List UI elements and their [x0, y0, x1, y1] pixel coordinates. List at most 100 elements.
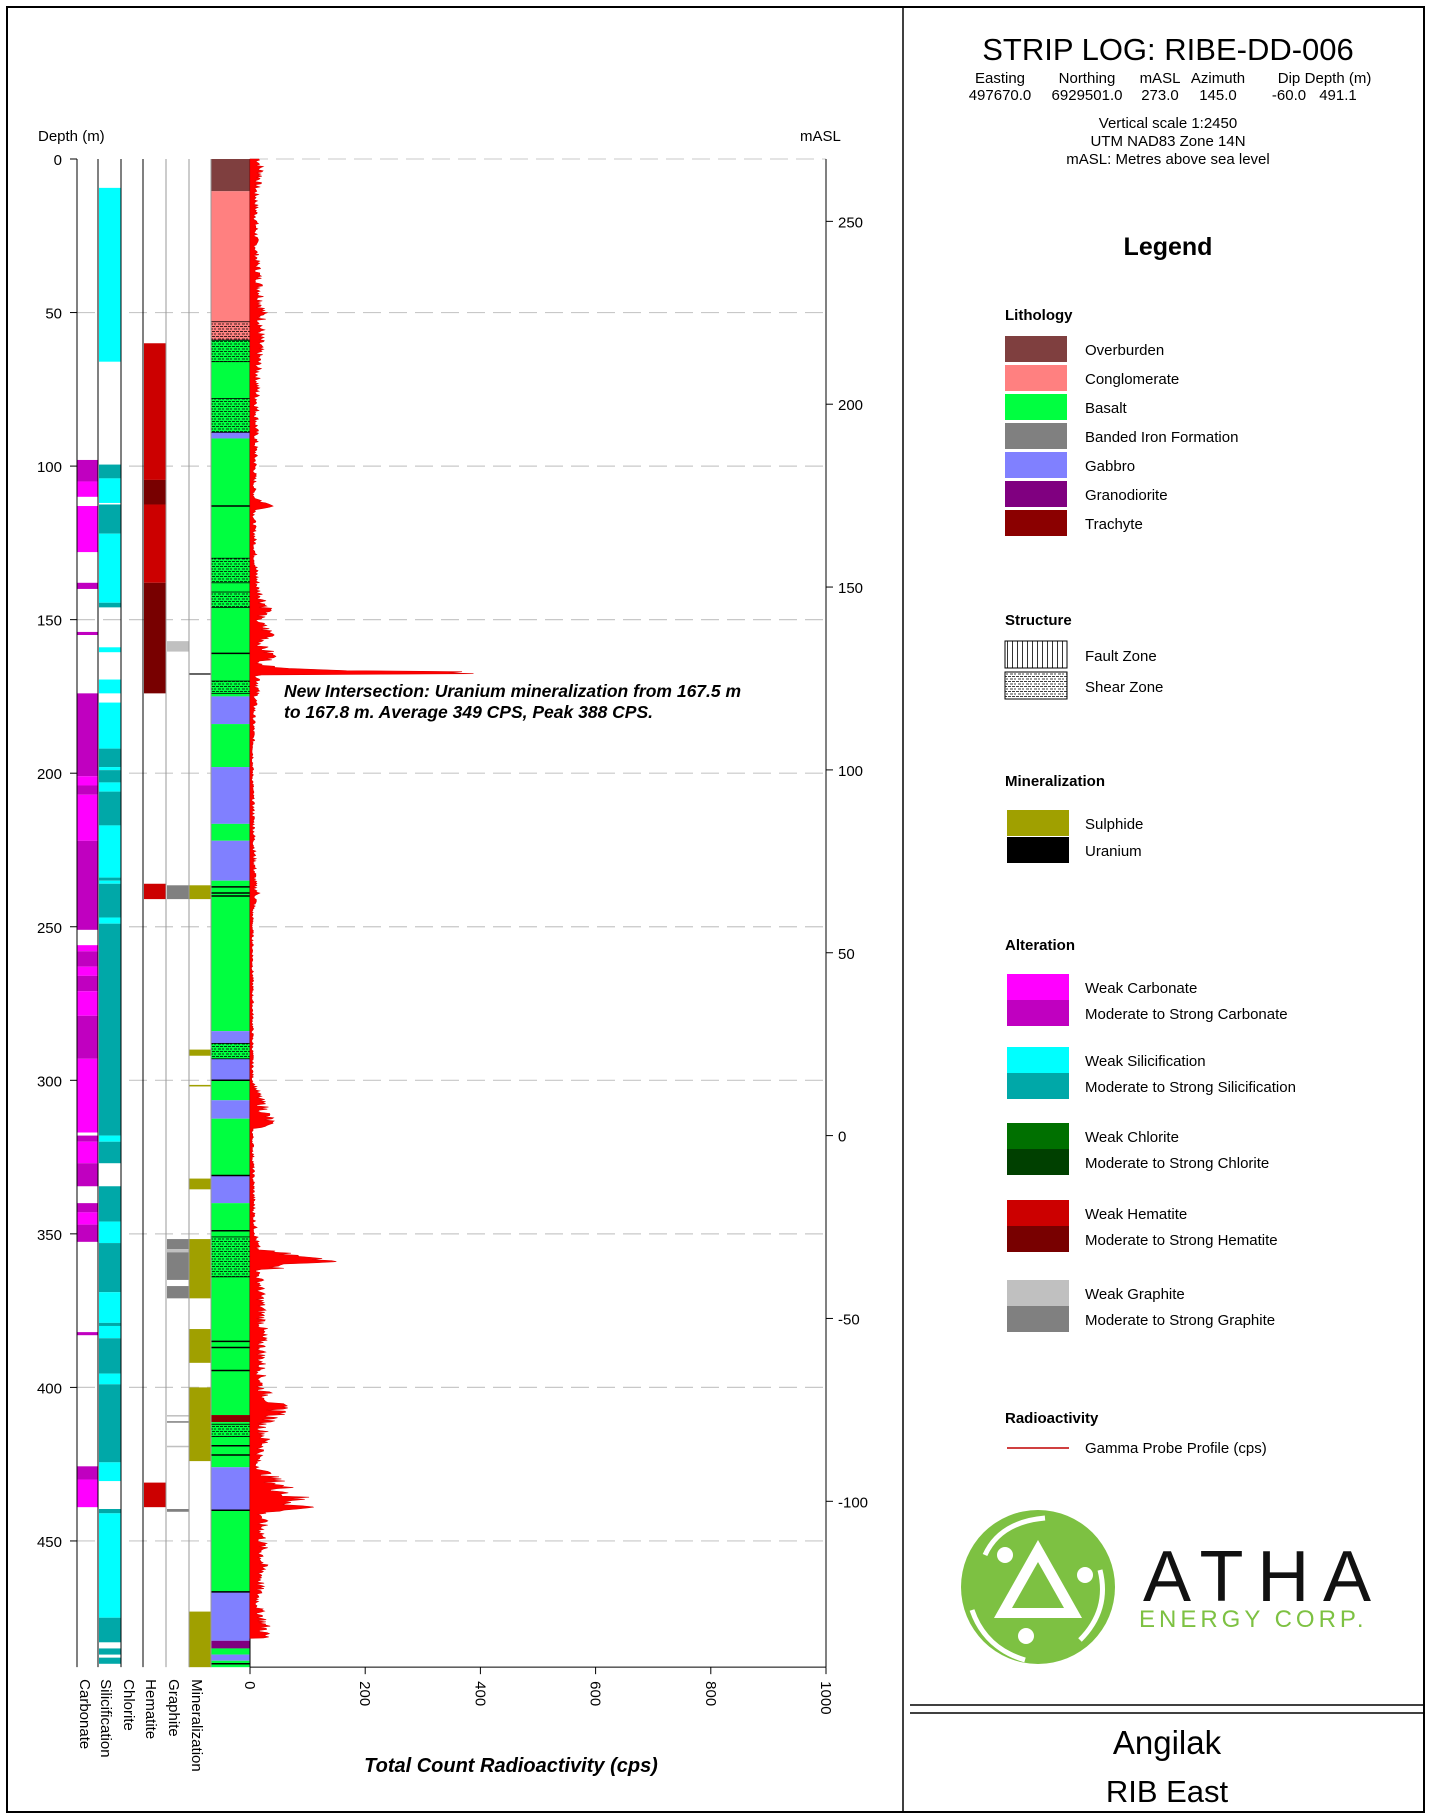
- note-datum: UTM NAD83 Zone 14N: [1090, 133, 1245, 150]
- collar-value: -60.0: [1272, 87, 1306, 104]
- lithology-interval-GB: [211, 1031, 250, 1044]
- silicification-interval: [99, 1135, 121, 1142]
- swatch-GD: [1005, 481, 1067, 507]
- silicification-interval: [99, 1221, 121, 1244]
- swatch-strong-carbonate: [1007, 1000, 1069, 1026]
- graphite-interval: [167, 1445, 189, 1448]
- shear-zone-swatch: [1004, 671, 1068, 700]
- swatch-strong-silicification: [1007, 1073, 1069, 1099]
- logo-subtitle: ENERGY CORP.: [1139, 1606, 1368, 1633]
- swatch-U: [1007, 837, 1069, 863]
- legend-section-title: Alteration: [1005, 937, 1075, 954]
- carbonate-interval: [77, 975, 98, 992]
- legend-section-title: Mineralization: [1005, 773, 1105, 790]
- silicification-interval: [99, 1373, 121, 1385]
- graphite-interval: [167, 1252, 189, 1280]
- axes: 0 50 100 150 200 250 300 350 400 450 250 200 150 100 5…: [37, 152, 868, 1772]
- carbonate-interval: [77, 966, 98, 976]
- silicification-interval: [99, 1325, 121, 1339]
- collar-value: 273.0: [1141, 87, 1179, 104]
- mineralization-interval: [189, 673, 211, 675]
- legend-section-title: Structure: [1005, 612, 1072, 629]
- swatch-GB: [1005, 452, 1067, 478]
- logo-name: ATHA: [1143, 1537, 1371, 1617]
- legend-label-strong-carbonate: Moderate to Strong Carbonate: [1085, 1006, 1288, 1023]
- depth-tick-label: 250: [37, 920, 62, 937]
- track-label-graphite: Graphite: [165, 1679, 182, 1737]
- silicification-interval: [99, 1513, 121, 1618]
- silicification-interval: [99, 647, 121, 653]
- carbonate-interval: [77, 1466, 98, 1480]
- silicification-interval: [99, 767, 121, 771]
- hematite-interval: [144, 883, 166, 900]
- legend-label-lithology: Basalt: [1085, 400, 1128, 417]
- lithology-interval-BA: [211, 823, 250, 841]
- graphite-interval: [167, 885, 189, 900]
- collar-value: 145.0: [1199, 87, 1237, 104]
- carbonate-interval: [77, 1135, 98, 1142]
- carbonate-interval: [77, 506, 98, 553]
- lithology-interval-BA: [211, 1648, 250, 1655]
- lithology-interval-BA: [211, 1203, 250, 1416]
- track-label-silicification: Silicification: [97, 1679, 114, 1757]
- carbonate-interval: [77, 459, 98, 482]
- shear-zone: [210, 339, 251, 363]
- mineralization-interval: [189, 1084, 211, 1087]
- shear-zone: [210, 680, 251, 694]
- silicification-interval: [99, 702, 121, 749]
- swatch-OB: [1005, 336, 1067, 362]
- lithology-interval-GB: [211, 1467, 250, 1511]
- swatch-BIF: [1005, 423, 1067, 449]
- note-scale: Vertical scale 1:2450: [1099, 115, 1237, 132]
- silicification-interval: [99, 1384, 121, 1463]
- swatch-TR: [1005, 510, 1067, 536]
- strip-log-title: STRIP LOG: RIBE-DD-006: [982, 32, 1354, 67]
- lithology-interval-GB: [211, 1058, 250, 1081]
- silicification-interval: [99, 1462, 121, 1482]
- silicification-interval: [99, 504, 121, 534]
- lithology-interval-GB: [211, 1100, 250, 1119]
- legend-section-title: Radioactivity: [1005, 1410, 1099, 1427]
- swatch-strong-hematite: [1007, 1226, 1069, 1252]
- carbonate-interval: [77, 1479, 98, 1508]
- masl-tick-label: 200: [838, 397, 863, 414]
- depth-tick-label: 350: [37, 1227, 62, 1244]
- legend-label-weak-silicification: Weak Silicification: [1085, 1053, 1206, 1070]
- legend-section-title: Lithology: [1005, 307, 1073, 324]
- hematite-interval: [144, 1482, 166, 1508]
- lithology-interval-GB: [211, 767, 250, 824]
- lithology-interval-GB: [211, 696, 250, 725]
- silicification-interval: [99, 602, 121, 608]
- depth-tick-label: 0: [54, 152, 62, 169]
- masl-tick-label: 0: [838, 1129, 846, 1146]
- silicification-interval: [99, 464, 121, 479]
- lithology-interval-BA: [211, 1510, 250, 1592]
- lithology-interval-CG: [211, 191, 250, 341]
- legend-label-strong-hematite: Moderate to Strong Hematite: [1085, 1232, 1278, 1249]
- swatch-weak-graphite: [1007, 1280, 1069, 1306]
- carbonate-interval: [77, 582, 98, 589]
- shear-zone: [210, 557, 251, 584]
- silicification-interval: [99, 1141, 121, 1164]
- carbonate-interval: [77, 1058, 98, 1133]
- graphite-interval: [167, 1415, 189, 1417]
- carbonate-interval: [77, 785, 98, 795]
- collar-label: Azimuth: [1191, 70, 1245, 87]
- lithology-interval-GB: [211, 1591, 250, 1641]
- depth-tick-label: 50: [45, 306, 62, 323]
- collar-label: mASL: [1140, 70, 1181, 87]
- cps-tick-label: 400: [471, 1681, 488, 1706]
- carbonate-interval: [77, 1212, 98, 1225]
- depth-tick-label: 200: [37, 766, 62, 783]
- lithology-interval-BA: [211, 1118, 250, 1176]
- swatch-weak-carbonate: [1007, 974, 1069, 1000]
- swatch-BA: [1005, 394, 1067, 420]
- silicification-interval: [99, 478, 121, 503]
- lithology-interval-GB: [211, 1654, 250, 1661]
- depth-tick-label: 150: [37, 613, 62, 630]
- cps-tick-label: 1000: [817, 1681, 834, 1714]
- lithology-interval-TR: [211, 1415, 250, 1423]
- mineralization-interval: [189, 1178, 211, 1190]
- masl-tick-label: 100: [838, 763, 863, 780]
